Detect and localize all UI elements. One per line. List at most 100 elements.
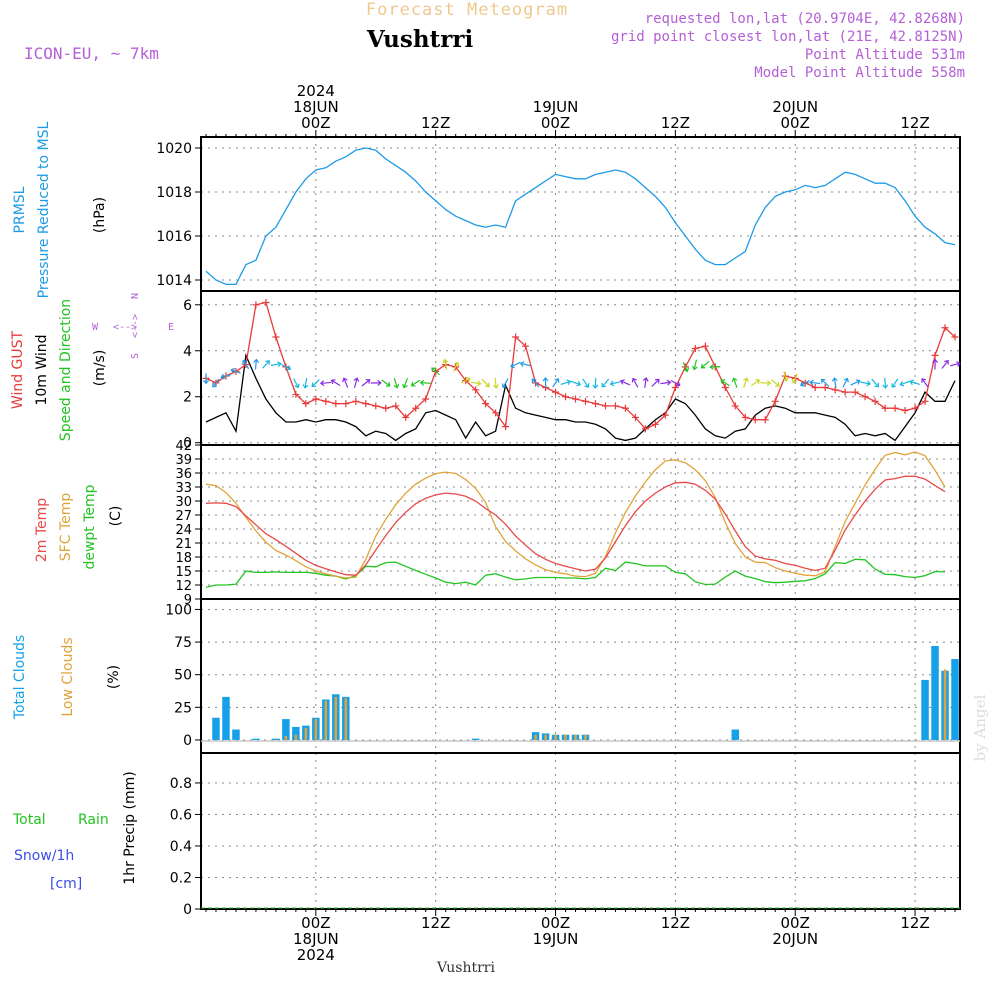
total-cloud-bar xyxy=(272,738,280,740)
wind-arrow-shaft xyxy=(453,362,459,372)
wind-gust-marker xyxy=(332,400,340,408)
wind-arrow-head xyxy=(453,361,460,367)
low-cloud-bar xyxy=(554,734,557,740)
low-cloud-bar xyxy=(294,734,298,740)
clouds-low-label: Low Clouds xyxy=(60,637,76,716)
wind-gust-marker xyxy=(262,298,270,306)
wind-arrow-head xyxy=(542,377,549,382)
wind-direction-arrow-icon xyxy=(700,360,710,369)
low-cloud-bar xyxy=(544,734,547,740)
wind-arrow-head xyxy=(576,380,582,387)
temp-sfc-label: SFC Temp xyxy=(58,493,74,562)
compass-w: W xyxy=(92,322,99,333)
temp-unit: (C) xyxy=(108,506,124,527)
wind-gust-marker xyxy=(691,344,699,352)
low-cloud-bar xyxy=(324,700,328,740)
wind-arrow-head xyxy=(620,379,625,385)
temp-ytick-label: 9 xyxy=(184,593,192,608)
wind-arrow-head xyxy=(410,381,416,387)
total-cloud-bar xyxy=(222,696,230,740)
bottom-time-label: 00Z xyxy=(541,914,570,932)
wind-arrow-head xyxy=(654,378,660,384)
wind-arrow-shaft xyxy=(693,359,698,370)
wind-gust-marker xyxy=(412,404,420,412)
wind-gust-marker xyxy=(292,390,300,398)
temp-dewpt-label: dewpt Temp xyxy=(82,484,98,569)
wind-direction-arrow-icon xyxy=(820,378,830,387)
wind-direction-arrow-icon xyxy=(782,371,789,382)
wind-direction-arrow-icon xyxy=(651,378,660,387)
wind-direction-arrow-icon xyxy=(220,373,231,380)
wind-gust-marker xyxy=(761,416,769,424)
wind-arrow-head xyxy=(855,379,861,385)
bottom-time-label: 2024 xyxy=(297,946,335,964)
wind-direction-arrow-icon xyxy=(361,379,371,387)
wind-arrow-shaft xyxy=(552,378,559,388)
wind-gust-marker xyxy=(492,409,500,417)
wind-gust-marker xyxy=(322,397,330,405)
wind-arrow-shaft xyxy=(254,359,257,370)
wind-arrow-shaft xyxy=(710,365,721,368)
wind-arrow-shaft xyxy=(821,379,830,387)
wind-arrow-shaft xyxy=(891,378,899,388)
wind-arrow-shaft xyxy=(610,381,621,385)
wind-direction-arrow-icon xyxy=(552,378,560,388)
wind-direction-arrow-icon xyxy=(531,378,540,388)
wind-direction-arrow-icon xyxy=(950,361,961,367)
wind-arrow-shaft xyxy=(361,379,371,387)
low-cloud-bar xyxy=(534,734,537,740)
wind-direction-arrow-icon xyxy=(921,378,929,388)
wind-direction-arrow-icon xyxy=(609,380,621,387)
wind-panel: 0 2 4 6 xyxy=(183,290,961,452)
wind-arrow-shaft xyxy=(582,378,589,388)
wind-arrow-shaft xyxy=(871,378,879,388)
wind-arrow-shaft xyxy=(644,377,647,388)
footer-location: Vushtrri xyxy=(436,960,495,976)
wind-arrow-head xyxy=(592,384,599,389)
temp-2m-line xyxy=(205,475,946,576)
pressure-ytick-label: 1020 xyxy=(156,141,192,157)
wind-gust-marker xyxy=(911,404,919,412)
wind-direction-arrow-icon xyxy=(831,377,838,388)
model-name: ICON-EU, ~ 7km xyxy=(24,44,159,63)
wind-direction-arrow-icon xyxy=(510,362,521,369)
wind-arrow-head xyxy=(431,367,436,373)
wind-direction-arrow-icon xyxy=(760,380,772,386)
wind-arrow-shaft xyxy=(660,381,671,385)
temp-ytick-label: 36 xyxy=(175,467,192,482)
wind-direction-arrow-icon xyxy=(542,377,549,388)
wind-arrow-shaft xyxy=(393,377,398,388)
wind-arrow-head xyxy=(265,360,270,365)
clouds-ytick-label: 0 xyxy=(183,733,192,749)
wind-arrow-head xyxy=(510,362,515,369)
wind-direction-arrow-icon xyxy=(720,379,730,387)
compass-arrows-v: <--> xyxy=(130,314,141,338)
wind-gust-marker xyxy=(671,384,679,392)
clouds-unit: (%) xyxy=(106,665,122,689)
total-cloud-bar xyxy=(232,729,240,740)
wind-gust-marker xyxy=(731,402,739,410)
wind-direction-arrow-icon xyxy=(419,379,431,386)
clouds-ytick-label: 50 xyxy=(174,668,192,684)
wind-arrow-shaft xyxy=(460,377,471,384)
grid-point: grid point closest lon,lat (21E, 42.8125… xyxy=(611,29,965,45)
wind-arrow-shaft xyxy=(444,359,448,370)
wind-arrow-head xyxy=(743,377,749,383)
wind-arrow-shaft xyxy=(262,360,270,369)
wind-arrow-head xyxy=(675,381,681,387)
total-cloud-bar xyxy=(212,717,220,740)
wind-arrow-head xyxy=(212,383,217,388)
temp-ytick-label: 15 xyxy=(175,565,192,580)
wind-gust-marker xyxy=(741,413,749,421)
top-time-label: 12Z xyxy=(661,114,690,132)
wind-gust-marker xyxy=(522,342,530,350)
wind-arrow-shaft xyxy=(470,381,481,385)
wind-gust-marker xyxy=(312,395,320,403)
wind-arrow-shaft xyxy=(242,359,250,370)
compass-e: E xyxy=(168,322,174,333)
wind-direction-arrow-icon xyxy=(750,379,761,387)
wind-gust-line xyxy=(205,301,956,430)
wind-gust-marker xyxy=(931,351,939,359)
wind-arrow-head xyxy=(476,380,482,387)
bottom-time-label: 20JUN xyxy=(772,930,818,948)
